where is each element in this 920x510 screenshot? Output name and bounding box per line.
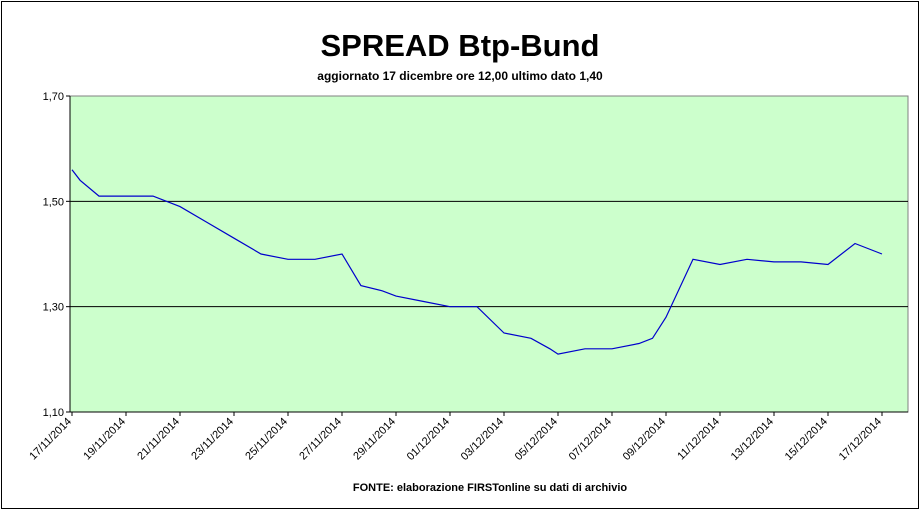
chart-title: SPREAD Btp-Bund [321, 28, 600, 63]
chart-subtitle: aggiornato 17 dicembre ore 12,00 ultimo … [317, 69, 603, 83]
x-tick-label: 23/11/2014 [189, 416, 236, 463]
y-tick-label: 1,70 [43, 91, 64, 103]
x-tick-label: 17/12/2014 [837, 416, 884, 463]
x-tick-label: 15/12/2014 [783, 416, 830, 463]
spread-series-line [71, 169, 883, 355]
x-tick-label: 29/11/2014 [351, 416, 398, 463]
x-tick-label: 19/11/2014 [81, 416, 128, 463]
x-tick-label: 17/11/2014 [27, 416, 74, 463]
x-tick-label: 11/12/2014 [675, 416, 722, 463]
y-tick-label: 1,50 [43, 196, 64, 208]
x-tick-label: 13/12/2014 [729, 416, 776, 463]
y-tick-label: 1,10 [43, 407, 64, 419]
x-tick-label: 21/11/2014 [135, 416, 182, 463]
x-tick-label: 09/12/2014 [621, 416, 668, 463]
x-tick-label: 05/12/2014 [513, 416, 560, 463]
y-tick-label: 1,30 [43, 302, 64, 314]
x-tick-label: 03/12/2014 [459, 416, 506, 463]
x-tick-label: 01/12/2014 [405, 416, 452, 463]
x-axis: 17/11/2014 19/11/2014 21/11/2014 23/11/2014… [27, 411, 908, 463]
source-note: FONTE: elaborazione FIRSTonline su dati … [353, 482, 627, 494]
plot-area [69, 95, 909, 413]
x-tick-label: 25/11/2014 [243, 416, 290, 463]
x-tick-label: 27/11/2014 [297, 416, 344, 463]
x-tick-label: 07/12/2014 [567, 416, 614, 463]
y-axis: 1,10 1,30 1,50 1,70 [43, 91, 71, 419]
grid-lines [70, 200, 908, 308]
series-lines [71, 169, 883, 355]
